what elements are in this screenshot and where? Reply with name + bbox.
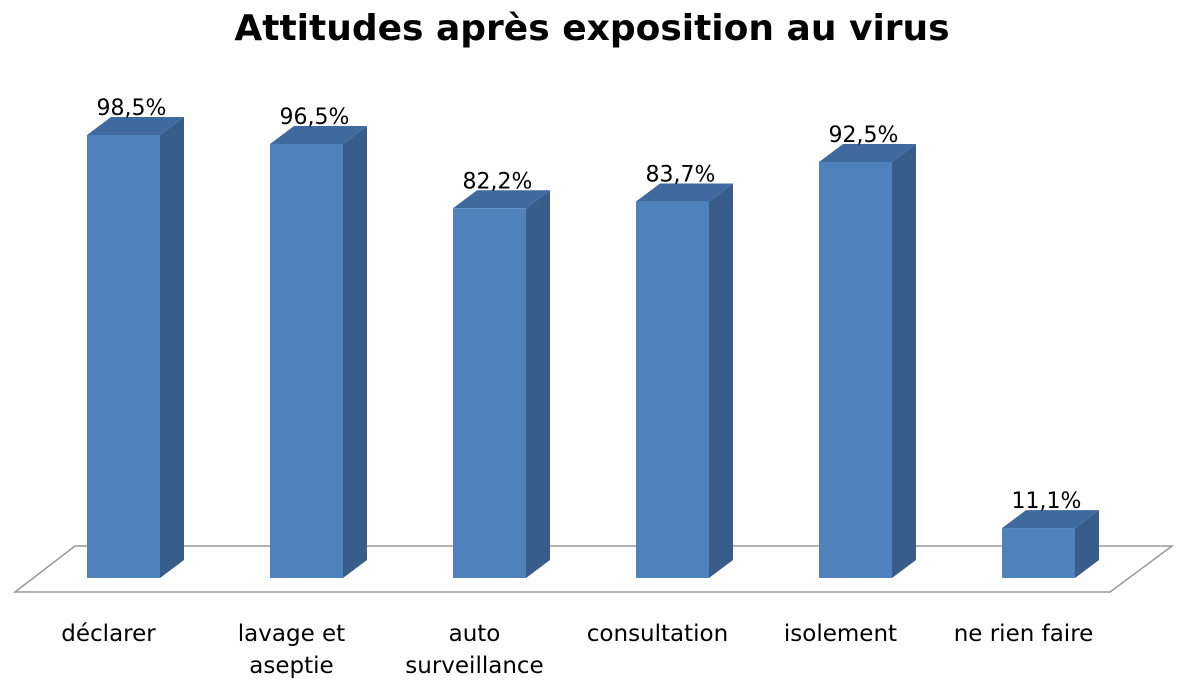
bar-side [892,143,916,578]
bar-top [1002,510,1099,529]
bar [636,201,709,578]
floor [12,545,1175,593]
bar-side [343,125,367,578]
bar-top [270,125,367,144]
x-tick-label: isolement [783,621,898,647]
bar [1002,528,1075,578]
data-label: 98,5% [97,96,167,121]
bar-side [1075,510,1099,578]
bar [87,135,160,578]
x-tick-label: auto surveillance [405,621,544,679]
bar-top [87,117,184,135]
chart-title: Attitudes après exposition au virus [234,8,949,49]
x-tick-label: déclarer [61,621,156,647]
x-tick-label: consultation [586,621,729,647]
bar-side [709,183,733,578]
bar [270,143,343,578]
bar [819,161,892,578]
bar-top [453,190,550,209]
bar-top [636,183,733,202]
bar [453,208,526,578]
data-label: 82,2% [463,169,533,194]
bar-side [526,190,550,578]
data-label: 92,5% [829,123,899,148]
data-label: 11,1% [1012,489,1082,514]
bar-side [160,117,184,578]
data-label: 96,5% [280,105,350,130]
x-tick-label: ne rien faire [953,621,1094,647]
data-label: 83,7% [646,163,716,188]
bar-top [819,143,916,162]
x-tick-label: lavage et aseptie [237,621,346,679]
